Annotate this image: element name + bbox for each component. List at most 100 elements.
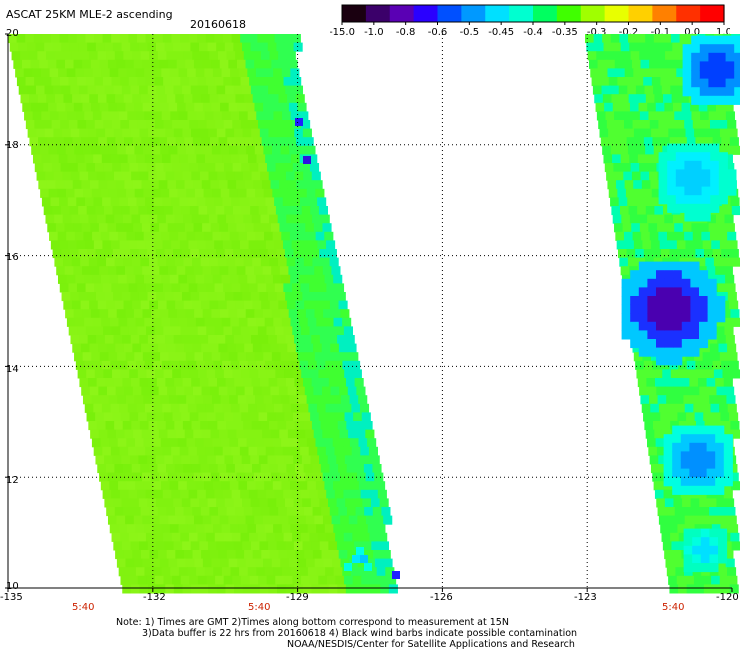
swath-cell bbox=[175, 550, 185, 560]
swath-cell bbox=[305, 472, 315, 482]
swath-cell bbox=[647, 321, 657, 331]
swath-cell bbox=[301, 369, 311, 379]
swath-cell bbox=[332, 438, 342, 448]
swath-cell bbox=[108, 188, 119, 198]
swath-cell bbox=[320, 584, 330, 594]
swath-cell bbox=[698, 442, 708, 452]
swath-cell bbox=[682, 44, 692, 54]
swath-cell bbox=[117, 188, 127, 198]
swath-cell bbox=[619, 34, 629, 44]
swath-cell bbox=[247, 317, 257, 327]
swath-cell bbox=[130, 85, 140, 95]
swath-cell bbox=[118, 317, 128, 327]
swath-cell bbox=[22, 102, 32, 112]
swath-cell bbox=[273, 360, 283, 370]
swath-cell bbox=[224, 412, 234, 422]
swath-cell bbox=[314, 558, 324, 568]
swath-cell bbox=[177, 352, 187, 362]
swath-cell bbox=[255, 274, 265, 284]
swath-cell bbox=[212, 231, 222, 241]
swath-cell bbox=[302, 335, 312, 345]
swath-cell bbox=[694, 240, 704, 250]
swath-cell bbox=[337, 378, 347, 388]
swath-cell bbox=[318, 575, 328, 585]
swath-cell bbox=[661, 421, 671, 431]
swath-cell bbox=[35, 42, 45, 52]
swath-cell bbox=[130, 335, 140, 345]
swath-cell bbox=[675, 152, 685, 162]
swath-cell bbox=[229, 481, 239, 491]
swath-cell bbox=[185, 59, 195, 69]
swath-cell bbox=[355, 464, 365, 474]
swath-cell bbox=[668, 524, 678, 534]
swath-cell bbox=[336, 498, 346, 508]
swath-cell bbox=[700, 554, 710, 564]
swath-cell bbox=[624, 68, 634, 78]
swath-cell bbox=[701, 120, 711, 130]
swath-cell bbox=[202, 515, 212, 525]
swath-cell bbox=[139, 584, 149, 594]
swath-cell bbox=[674, 111, 684, 121]
swath-cell bbox=[158, 550, 168, 560]
swath-cell bbox=[699, 95, 709, 105]
swath-cell bbox=[262, 266, 272, 276]
swath-cell bbox=[598, 68, 608, 78]
swath-cell bbox=[305, 309, 316, 319]
swath-cell bbox=[197, 77, 207, 87]
swath-cell bbox=[254, 558, 264, 568]
swath-cell bbox=[717, 70, 727, 80]
swath-cell bbox=[346, 378, 356, 388]
swath-cell bbox=[222, 154, 232, 164]
swath-cell bbox=[596, 111, 606, 121]
swath-cell bbox=[260, 507, 271, 517]
swath-cell bbox=[720, 412, 730, 422]
swath-cell bbox=[657, 111, 667, 121]
swath-cell bbox=[252, 51, 262, 61]
swath-cell bbox=[639, 51, 649, 61]
swath-cell bbox=[727, 178, 737, 188]
swath-cell bbox=[325, 446, 335, 456]
swath-cell bbox=[249, 369, 259, 379]
swath-cell bbox=[672, 102, 683, 112]
swath-cell bbox=[707, 321, 717, 331]
swath-cell bbox=[709, 395, 719, 405]
swath-cell bbox=[113, 541, 123, 551]
swath-cell bbox=[74, 231, 84, 241]
swath-cell bbox=[653, 369, 663, 379]
swath-cell bbox=[307, 567, 317, 577]
swath-cell bbox=[698, 434, 708, 444]
swath-cell bbox=[650, 180, 660, 190]
swath-cell bbox=[708, 335, 718, 345]
swath-cell bbox=[102, 240, 112, 250]
swath-cell bbox=[376, 524, 386, 534]
swath-cell bbox=[179, 240, 189, 250]
swath-cell bbox=[658, 515, 668, 525]
swath-cell bbox=[264, 317, 274, 327]
swath-cell bbox=[243, 51, 253, 61]
swath-cell bbox=[156, 584, 166, 594]
swath-cell bbox=[708, 223, 718, 233]
swath-cell bbox=[253, 223, 263, 233]
swath-cell bbox=[296, 137, 306, 147]
swath-cell bbox=[693, 186, 703, 196]
swath-cell bbox=[365, 515, 376, 525]
swath-cell bbox=[721, 249, 731, 259]
swath-cell bbox=[302, 584, 312, 594]
swath-cell bbox=[303, 464, 313, 474]
swath-cell bbox=[154, 34, 164, 44]
swath-cell bbox=[78, 292, 88, 302]
swath-cell bbox=[215, 455, 225, 465]
swath-cell bbox=[220, 188, 230, 198]
swath-cell bbox=[163, 412, 174, 422]
swath-cell bbox=[164, 42, 174, 52]
swath-cell bbox=[287, 429, 298, 439]
swath-cell bbox=[363, 584, 373, 594]
swath-cell bbox=[662, 145, 672, 155]
swath-cell bbox=[342, 567, 352, 577]
swath-cell bbox=[326, 283, 336, 293]
swath-cell bbox=[677, 524, 687, 534]
swath-cell bbox=[621, 287, 631, 297]
swath-cell bbox=[252, 464, 262, 474]
swath-cell bbox=[658, 178, 668, 188]
